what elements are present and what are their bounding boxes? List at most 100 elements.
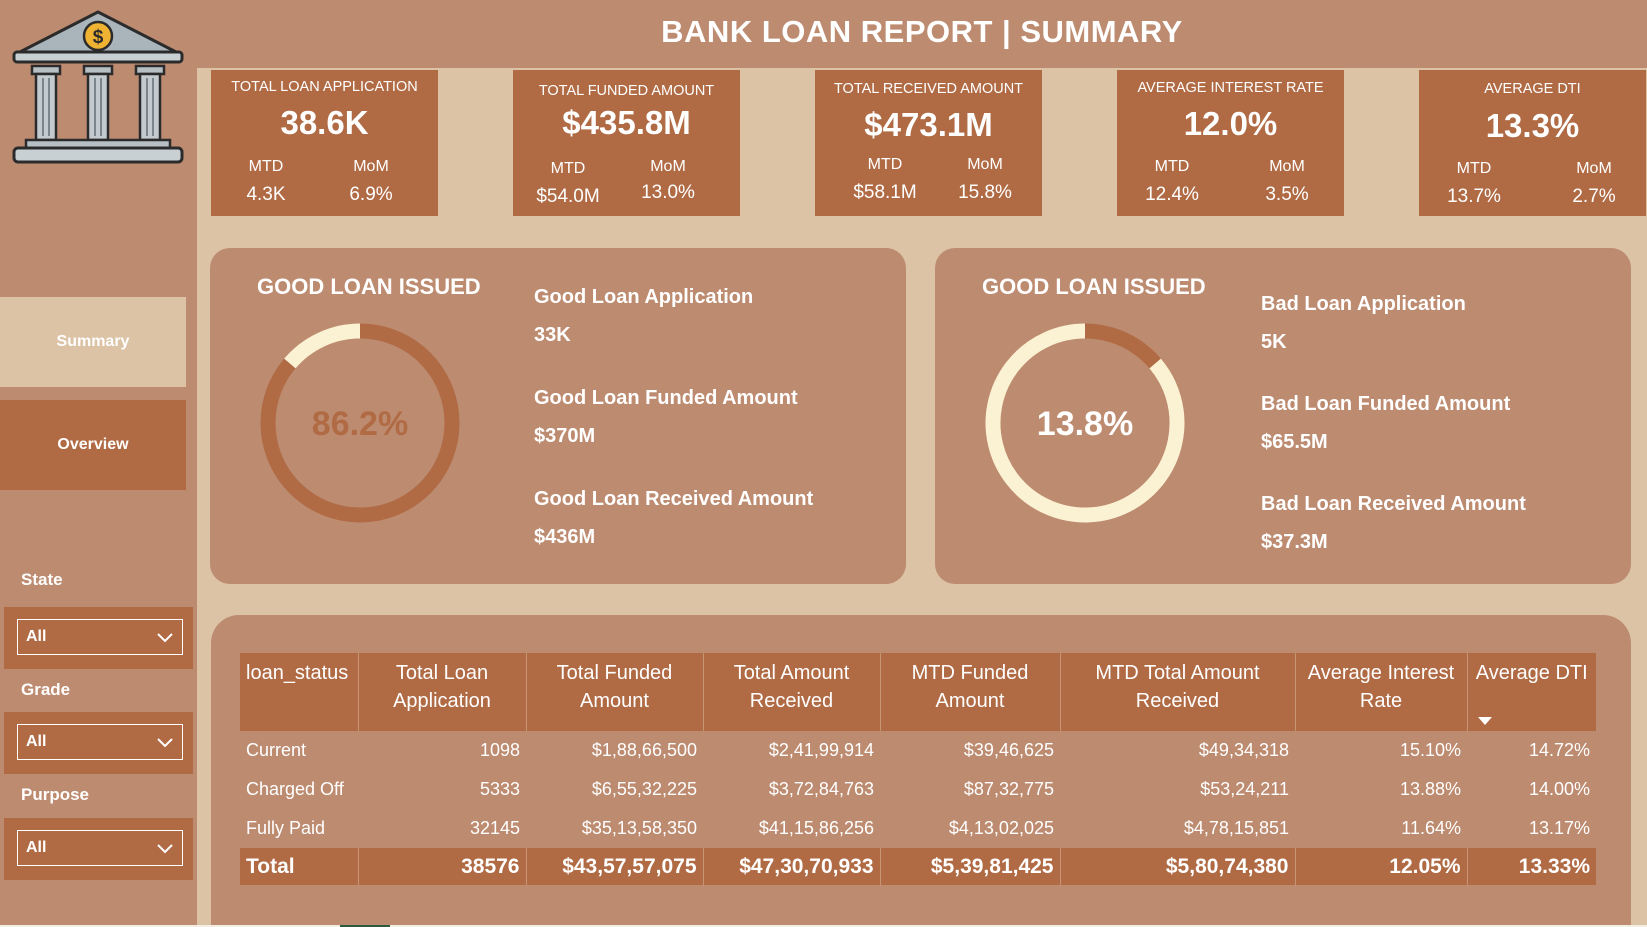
table-cell: $5,39,81,425 (879, 848, 1060, 885)
sidebar: $ Summary Overview State All Grade All P… (0, 0, 197, 927)
donut-highlight-arc (284, 323, 361, 369)
column-header[interactable]: MTD Total Amount Received (1059, 653, 1295, 731)
kpi-mtd-value: 4.3K (246, 184, 286, 205)
table-cell: 13.33% (1466, 848, 1596, 885)
bad-loan-funded-label: Bad Loan Funded Amount (1261, 393, 1511, 415)
kpi-total-funded-amount: TOTAL FUNDED AMOUNT $435.8M MTD MoM $54.… (513, 70, 740, 216)
kpi-mom-label: MoM (1576, 160, 1612, 177)
good-loan-percent: 86.2% (312, 405, 408, 443)
table-cell: $35,13,58,350 (581, 818, 697, 838)
header: BANK LOAN REPORT | SUMMARY (197, 0, 1647, 68)
good-loan-title: GOOD LOAN ISSUED (257, 274, 481, 299)
kpi-mtd-label: MTD (550, 160, 586, 177)
state-dropdown[interactable]: All (17, 619, 183, 655)
nav-overview-button[interactable]: Overview (0, 400, 186, 490)
table-cell: Total (240, 848, 358, 885)
kpi-mtd-label: MTD (248, 158, 284, 175)
filter-purpose-label: Purpose (21, 785, 90, 804)
table-cell: $87,32,775 (963, 779, 1054, 799)
good-loan-panel: GOOD LOAN ISSUED 86.2% Good Loan Applica… (210, 248, 906, 584)
column-header-label: Average DTI (1475, 662, 1588, 684)
table-cell: 14.00% (1528, 779, 1590, 799)
purpose-dropdown[interactable]: All (17, 830, 183, 866)
table-total-row: Total 38576 $43,57,57,075 $47,30,70,933 … (240, 848, 1596, 885)
kpi-label: TOTAL LOAN APPLICATION (231, 79, 418, 95)
bad-loan-donut: 13.8% (985, 323, 1185, 523)
table-cell: 5333 (479, 779, 520, 799)
footer-line (0, 925, 1647, 927)
filter-grade-box: All (4, 712, 193, 774)
kpi-mtd-label: MTD (1456, 160, 1492, 177)
bad-loan-percent: 13.8% (1037, 405, 1133, 443)
table-cell: Charged Off (246, 779, 344, 799)
table-cell: $41,15,86,256 (758, 818, 874, 838)
grade-dropdown-value: All (26, 733, 47, 750)
kpi-mom-label: MoM (353, 158, 389, 175)
column-header[interactable]: Total Funded Amount (525, 653, 703, 731)
column-header[interactable]: MTD Funded Amount (879, 653, 1060, 731)
kpi-value: 13.3% (1485, 107, 1580, 144)
column-header[interactable]: Total Loan Application (357, 653, 526, 731)
bank-icon: $ (12, 10, 184, 164)
kpi-label: TOTAL RECEIVED AMOUNT (833, 81, 1024, 97)
good-loan-donut: 86.2% (260, 323, 460, 523)
table-cell: 11.64% (1401, 818, 1461, 838)
table-cell: 14.72% (1528, 740, 1590, 760)
table-row: Current 1098 $1,88,66,500 $2,41,99,914 $… (240, 731, 1596, 770)
kpi-mom-value: 15.8% (958, 182, 1012, 203)
table-cell: Fully Paid (246, 818, 326, 838)
good-loan-application-label: Good Loan Application (534, 286, 754, 308)
bad-loan-received-value: $37.3M (1261, 531, 1328, 553)
bad-loan-application-value: 5K (1261, 331, 1287, 353)
filter-state-label: State (21, 570, 63, 589)
kpi-value: 12.0% (1183, 105, 1278, 142)
filter-purpose-box: All (4, 818, 193, 880)
table-row: Charged Off 5333 $6,55,32,225 $3,72,84,7… (240, 770, 1596, 809)
good-loan-funded-value: $370M (534, 425, 596, 447)
bad-loan-panel: GOOD LOAN ISSUED 13.8% Bad Loan Applicat… (935, 248, 1631, 584)
column-header-sorted[interactable]: Average DTI (1466, 653, 1596, 731)
loan-status-table-panel: loan_status Total Loan Application Total… (211, 615, 1631, 927)
bad-loan-title: GOOD LOAN ISSUED (982, 274, 1206, 299)
kpi-label: AVERAGE INTEREST RATE (1137, 80, 1324, 96)
table-cell: $1,88,66,500 (591, 740, 697, 760)
kpi-mom-value: 2.7% (1572, 186, 1616, 207)
table-cell: $4,78,15,851 (1183, 818, 1289, 838)
column-header[interactable]: Average Interest Rate (1294, 653, 1467, 731)
bad-loan-funded-value: $65.5M (1261, 431, 1328, 453)
chevron-down-icon (157, 844, 173, 854)
column-header[interactable]: loan_status (240, 653, 358, 731)
sort-descending-icon[interactable] (1477, 717, 1492, 725)
purpose-dropdown-value: All (26, 839, 47, 856)
bad-loan-received-label: Bad Loan Received Amount (1261, 493, 1526, 515)
table-cell: $39,46,625 (963, 740, 1054, 760)
table-cell: $2,41,99,914 (768, 740, 874, 760)
table-cell: 1098 (479, 740, 520, 760)
table-cell: Current (246, 740, 307, 760)
page-title: BANK LOAN REPORT | SUMMARY (661, 14, 1183, 49)
kpi-mom-value: 13.0% (641, 182, 695, 203)
good-loan-funded-label: Good Loan Funded Amount (534, 387, 798, 409)
kpi-mtd-value: 12.4% (1145, 184, 1199, 205)
table-cell: 15.10% (1399, 740, 1461, 760)
table-cell: 32145 (469, 818, 520, 838)
kpi-mom-label: MoM (967, 156, 1003, 173)
good-loan-received-label: Good Loan Received Amount (534, 488, 814, 510)
table-cell: $47,30,70,933 (702, 848, 880, 885)
column-header[interactable]: Total Amount Received (702, 653, 880, 731)
kpi-mom-label: MoM (1269, 158, 1305, 175)
table-row: Fully Paid 32145 $35,13,58,350 $41,15,86… (240, 809, 1596, 848)
kpi-value: $473.1M (864, 106, 993, 143)
nav-summary-button[interactable]: Summary (0, 297, 186, 387)
filter-state-box: All (4, 607, 193, 669)
bad-loan-application-label: Bad Loan Application (1261, 293, 1466, 315)
kpi-value: $435.8M (562, 104, 691, 141)
table-cell: 13.17% (1528, 818, 1590, 838)
kpi-label: AVERAGE DTI (1484, 81, 1581, 97)
table-cell: 13.88% (1399, 779, 1461, 799)
table-header-row: loan_status Total Loan Application Total… (240, 653, 1596, 731)
kpi-mtd-value: $54.0M (536, 186, 600, 207)
grade-dropdown[interactable]: All (17, 724, 183, 760)
table-cell: 38576 (357, 848, 526, 885)
table-cell: $5,80,74,380 (1059, 848, 1295, 885)
